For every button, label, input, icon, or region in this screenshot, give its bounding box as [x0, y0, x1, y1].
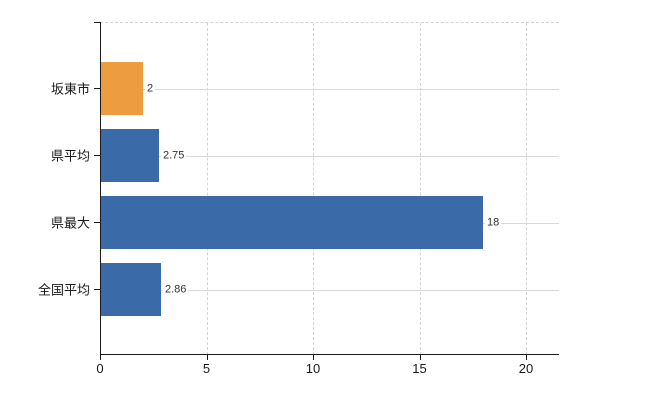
bar-坂東市 — [100, 62, 143, 115]
bar-県平均 — [100, 129, 159, 182]
x-tick-label-5: 5 — [202, 361, 211, 376]
y-axis-tick — [94, 154, 100, 156]
x-tick-label-10: 10 — [305, 361, 321, 376]
x-axis-tick — [526, 355, 527, 360]
x-axis-tick — [206, 355, 208, 360]
y-axis-top-tick — [94, 22, 100, 23]
y-axis-tick — [94, 221, 100, 223]
value-label: 2 — [145, 82, 156, 95]
y-axis-line — [100, 22, 101, 354]
row-gridline — [100, 289, 559, 291]
bar-県最大 — [100, 196, 483, 249]
x-axis-tick — [100, 355, 101, 360]
x-axis-tick — [313, 355, 314, 360]
category-label-1: 県平均 — [50, 148, 90, 163]
row-gridline — [100, 88, 559, 90]
y-axis-tick — [94, 87, 100, 89]
category-label-0: 坂東市 — [50, 81, 90, 96]
row-gridline — [100, 155, 559, 157]
x-tick-label-20: 20 — [518, 361, 534, 376]
vertical-gridline — [419, 23, 421, 355]
x-tick-label-15: 15 — [412, 361, 427, 376]
category-label-3: 全国平均 — [37, 282, 90, 297]
x-axis-line — [100, 354, 559, 355]
x-tick-label-0: 0 — [96, 361, 104, 376]
value-label: 18 — [485, 216, 502, 229]
value-label: 2.75 — [161, 149, 187, 162]
plot-area: 2 2.75 18 2.86 — [100, 22, 559, 355]
vertical-gridline — [526, 23, 527, 355]
vertical-gridline — [313, 23, 314, 355]
value-label: 2.86 — [163, 283, 189, 296]
category-label-2: 県最大 — [50, 215, 90, 230]
vertical-gridline — [206, 23, 208, 355]
x-axis-tick — [419, 355, 421, 360]
bar-全国平均 — [100, 263, 161, 316]
y-axis-tick — [94, 288, 100, 290]
